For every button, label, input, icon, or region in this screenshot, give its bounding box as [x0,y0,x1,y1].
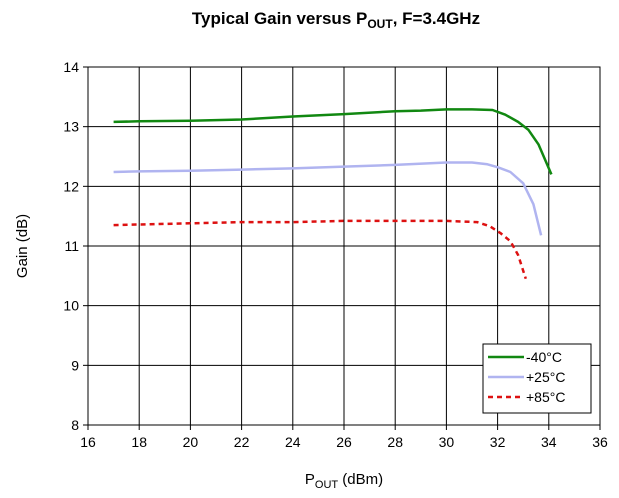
chart-title: Typical Gain versus POUT, F=3.4GHz [192,9,480,31]
x-tick-label: 22 [234,434,250,450]
x-axis-label: POUT (dBm) [305,471,383,491]
legend-label: -40°C [526,349,562,365]
x-tick-label: 16 [80,434,96,450]
x-tick-label: 20 [183,434,199,450]
x-tick-label: 24 [285,434,301,450]
x-tick-label: 28 [387,434,403,450]
x-tick-label: 34 [541,434,557,450]
y-tick-label: 8 [71,417,79,433]
chart-title-subscript: OUT [367,17,393,31]
grid [83,66,601,430]
y-tick-label: 9 [71,357,79,373]
legend-box [482,343,592,414]
tick-labels: 16 18 20 22 24 26 28 30 32 34 36 8 9 10 11 12 13 14 [63,59,608,450]
x-tick-label: 26 [336,434,352,450]
x-tick-label: 36 [592,434,608,450]
y-tick-label: 10 [63,298,79,314]
legend-label: +85°C [526,389,565,405]
x-axis-label-suffix: (dBm) [338,471,383,488]
chart-title-suffix: , F=3.4GHz [393,9,480,28]
y-axis-label: Gain (dB) [14,214,31,278]
legend-label: +25°C [526,369,565,385]
y-tick-label: 14 [63,59,79,75]
x-axis-label-prefix: P [305,471,315,488]
series-lines [113,108,553,280]
series-line-85c [113,219,527,280]
y-tick-label: 12 [63,178,79,194]
chart-title-prefix: Typical Gain versus P [192,9,367,28]
y-tick-label: 11 [64,238,79,254]
x-tick-label: 32 [490,434,506,450]
x-tick-label: 30 [439,434,455,450]
series-line-25c [113,161,543,236]
legend: -40°C +25°C +85°C [482,343,592,414]
x-axis-label-subscript: OUT [315,479,339,491]
y-tick-label: 13 [63,119,79,135]
series-line-40c [113,108,553,175]
x-tick-label: 18 [131,434,147,450]
